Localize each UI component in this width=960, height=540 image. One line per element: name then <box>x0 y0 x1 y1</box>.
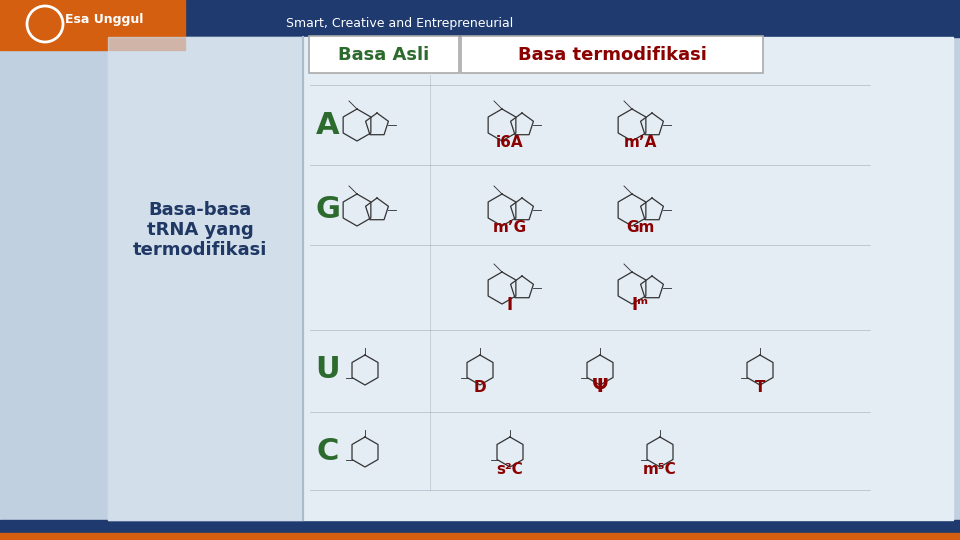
Text: Gm: Gm <box>626 220 654 235</box>
Text: Basa Asli: Basa Asli <box>338 46 430 64</box>
Text: Smart, Creative and Entrepreneurial: Smart, Creative and Entrepreneurial <box>286 17 514 30</box>
Text: U: U <box>316 355 340 384</box>
Text: i6A: i6A <box>496 135 524 150</box>
Bar <box>108 37 303 520</box>
Bar <box>0 520 960 540</box>
Text: G: G <box>316 195 341 225</box>
Text: s²C: s²C <box>496 462 523 477</box>
Bar <box>0 0 185 50</box>
Circle shape <box>35 14 55 34</box>
Text: tRNA yang: tRNA yang <box>147 221 253 239</box>
Text: Ψ: Ψ <box>591 377 609 396</box>
Text: m’A: m’A <box>623 135 657 150</box>
Text: Basa-basa: Basa-basa <box>149 201 252 219</box>
Text: A: A <box>316 111 340 139</box>
FancyBboxPatch shape <box>309 36 459 73</box>
Text: D: D <box>473 380 487 395</box>
Text: Iᵐ: Iᵐ <box>632 296 649 314</box>
FancyBboxPatch shape <box>461 36 763 73</box>
Text: Basa termodifikasi: Basa termodifikasi <box>517 46 707 64</box>
Bar <box>0 0 960 37</box>
Text: T: T <box>755 380 765 395</box>
Text: termodifikasi: termodifikasi <box>132 241 267 259</box>
Text: m⁵C: m⁵C <box>643 462 677 477</box>
Text: m’G: m’G <box>492 220 527 235</box>
Text: Esa Unggul: Esa Unggul <box>65 14 143 26</box>
Text: I: I <box>507 296 513 314</box>
Text: C: C <box>317 437 339 467</box>
Bar <box>0 533 960 540</box>
Bar <box>108 37 953 520</box>
